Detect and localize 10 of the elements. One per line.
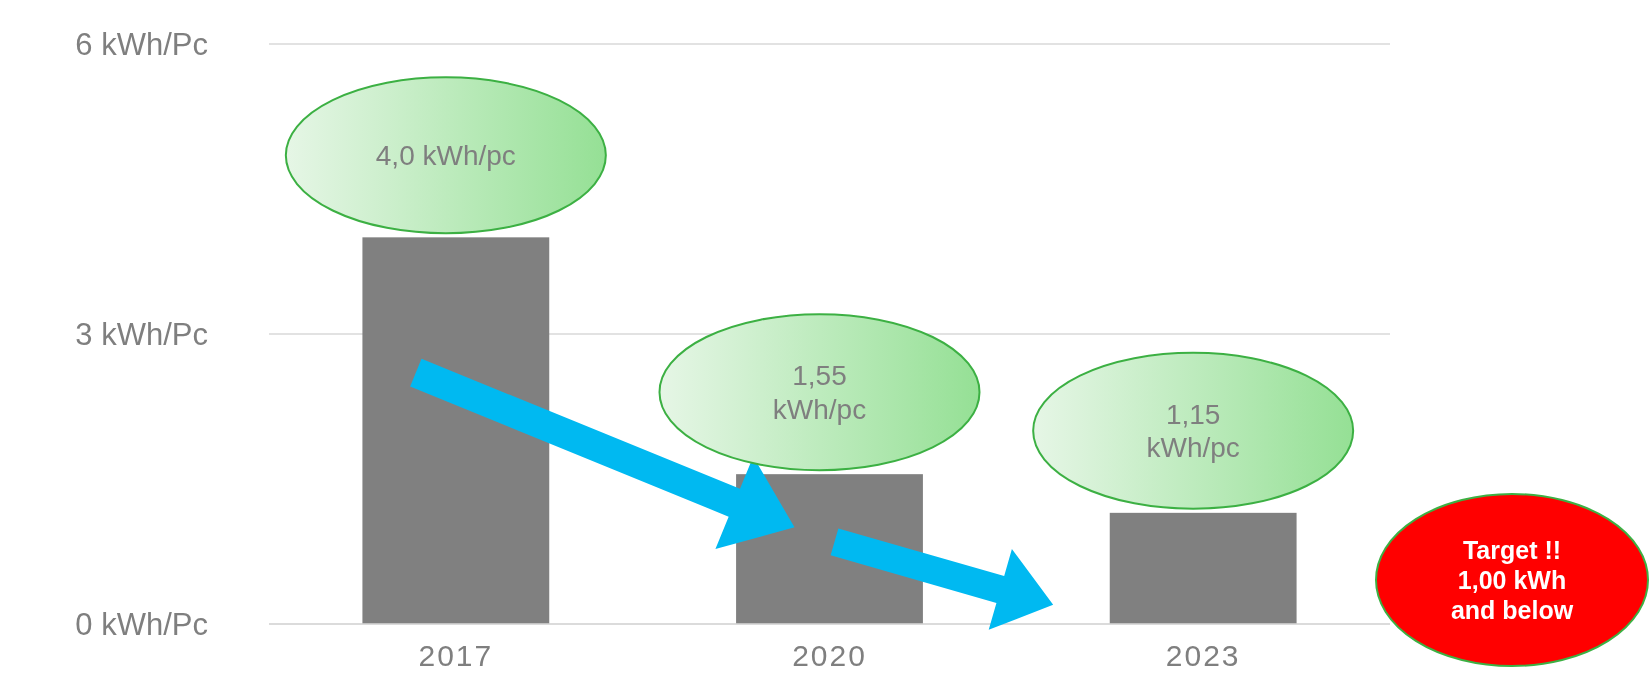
x-tick-label: 2023 [1165,639,1241,672]
y-tick-label: 6 kWh/Pc [75,26,208,62]
data-label: 4,0 kWh/pc [375,140,516,172]
data-label: 1,15 kWh/pc [1146,398,1240,464]
data-label: 1,55 kWh/pc [772,360,867,425]
y-tick-label: 3 kWh/Pc [75,316,208,352]
text: Target !! 1,00 kWh and below [1450,535,1574,624]
y-tick-label: 0 kWh/Pc [75,606,208,642]
x-tick-label: 2017 [418,639,494,672]
x-tick-label: 2020 [792,639,867,672]
